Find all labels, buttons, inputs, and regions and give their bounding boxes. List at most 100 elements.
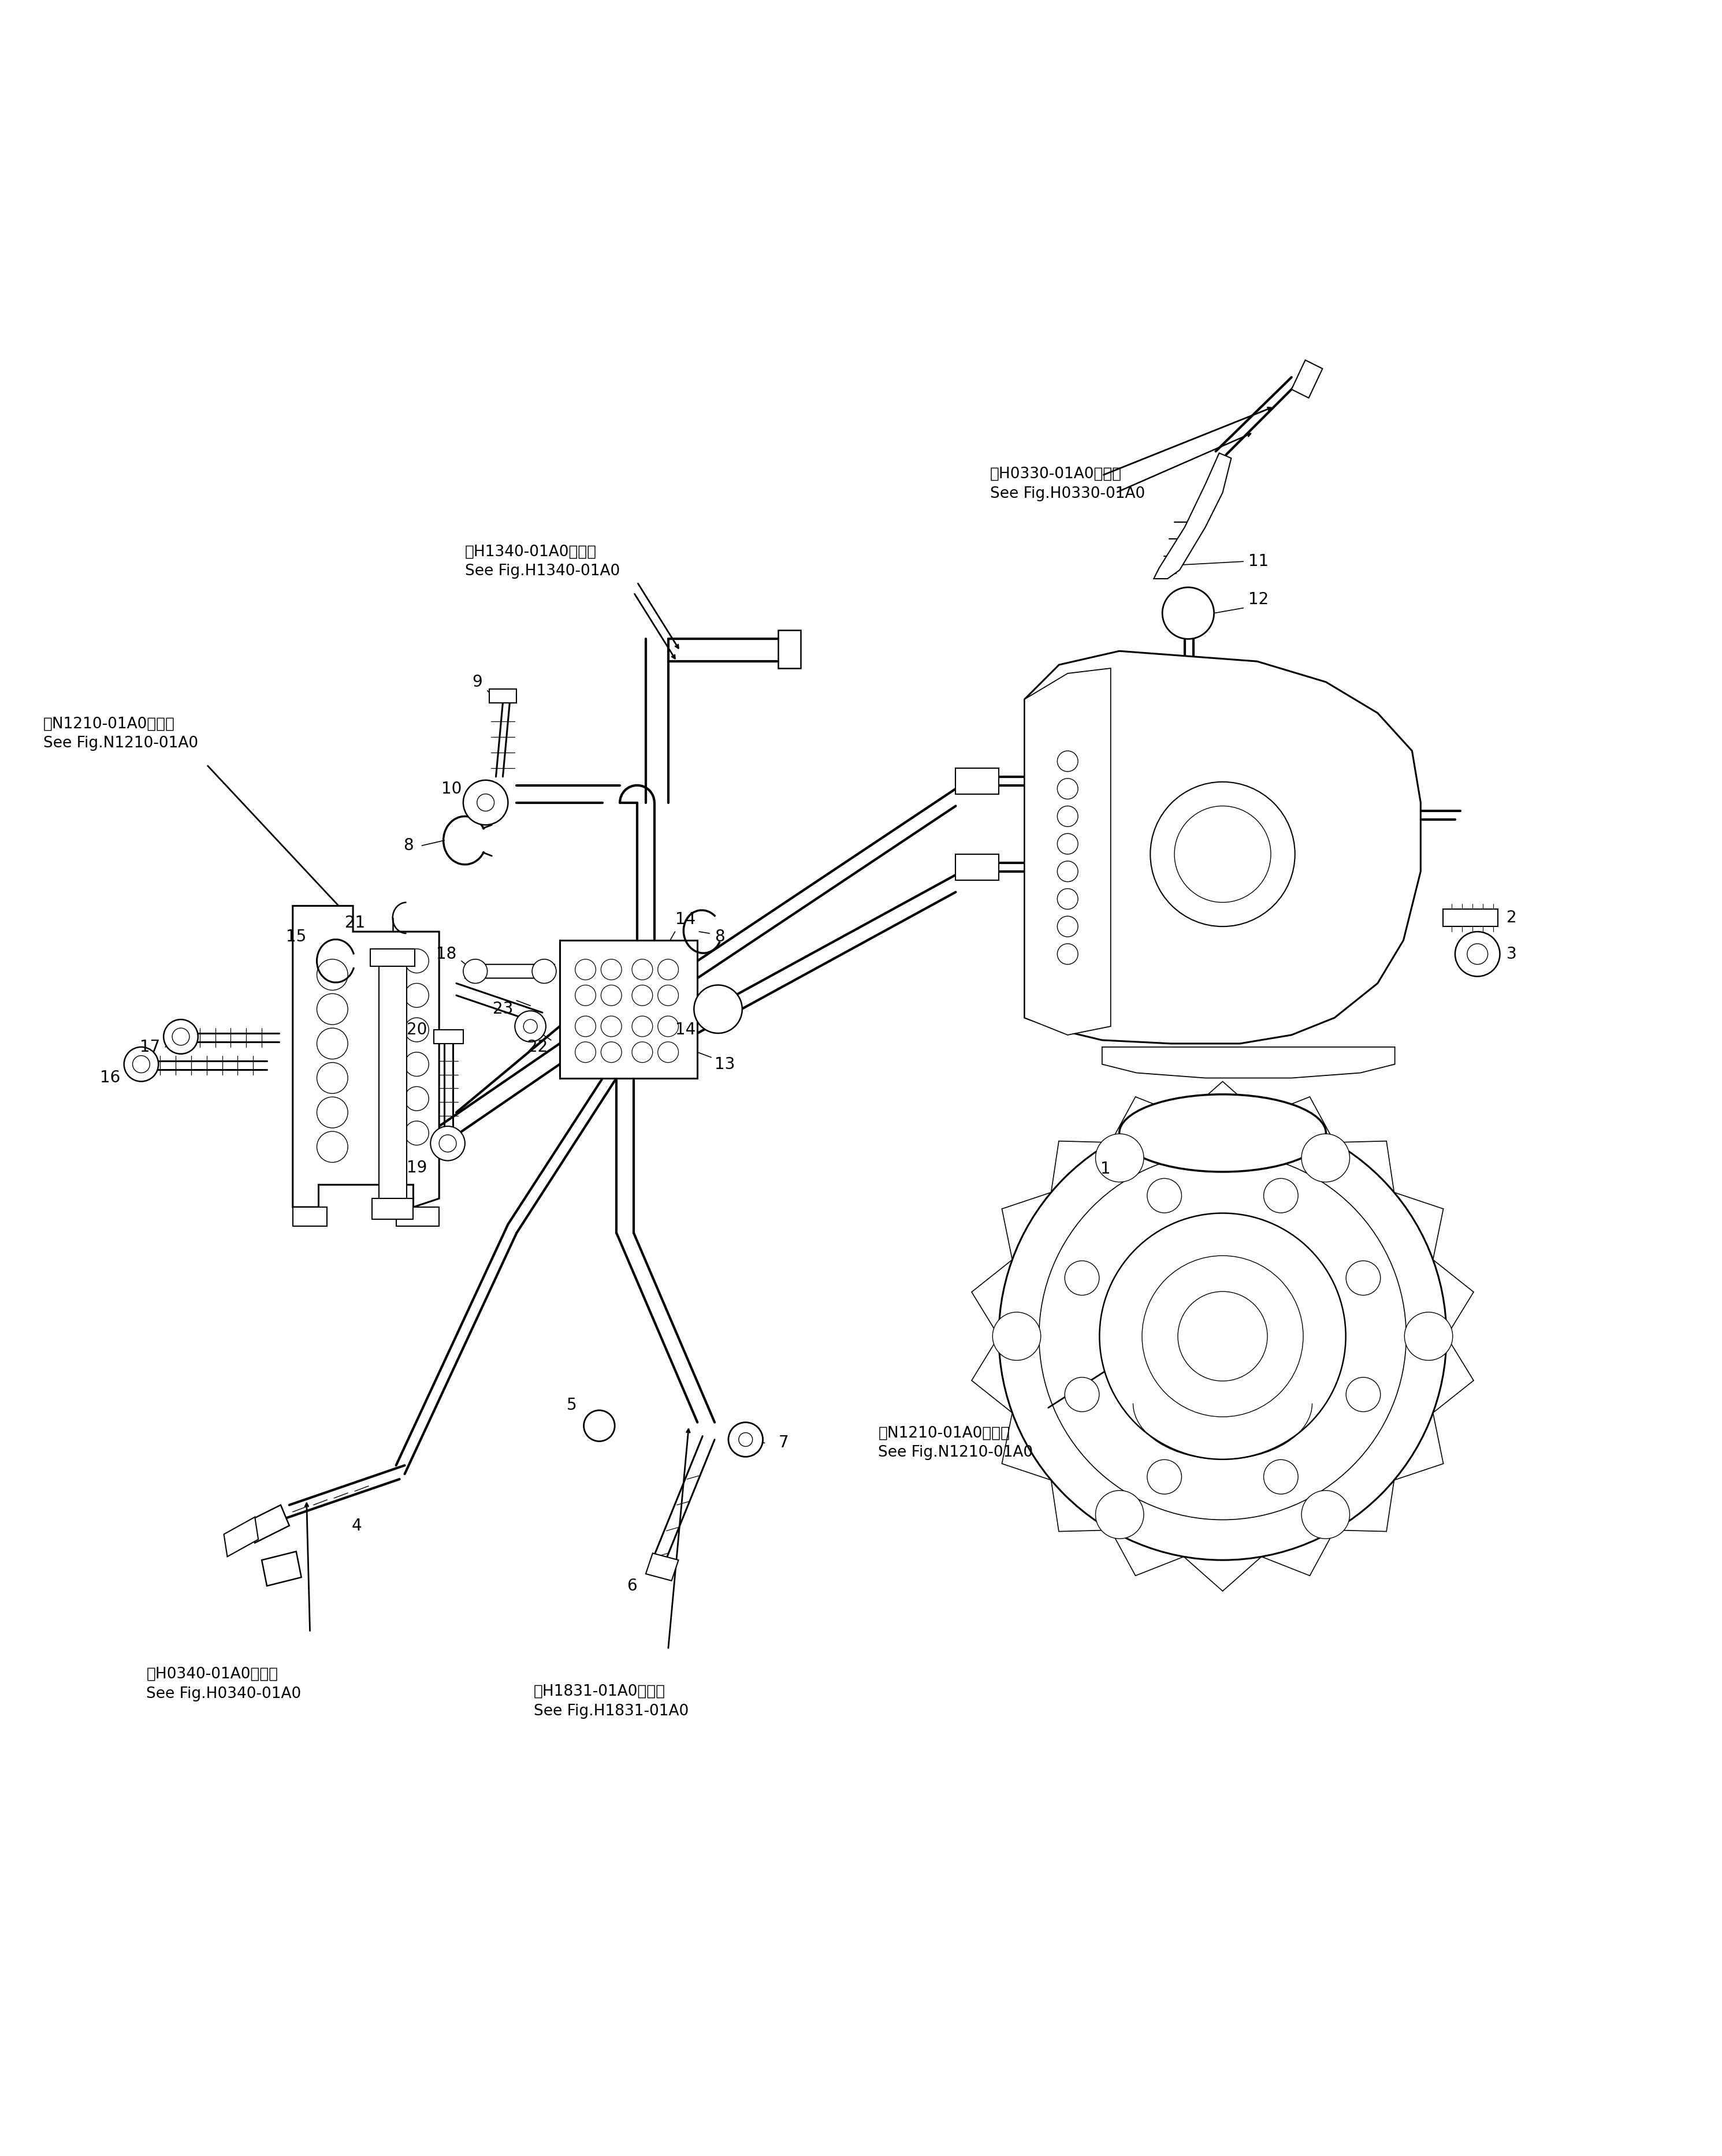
Circle shape — [405, 949, 429, 972]
Polygon shape — [1025, 668, 1111, 1035]
Circle shape — [575, 959, 596, 979]
Circle shape — [1405, 1313, 1453, 1360]
Circle shape — [601, 1041, 622, 1063]
Text: 18: 18 — [436, 946, 456, 962]
Text: 2: 2 — [1507, 910, 1517, 925]
Circle shape — [658, 1041, 678, 1063]
Text: 19: 19 — [406, 1160, 427, 1175]
Circle shape — [1057, 916, 1078, 938]
Polygon shape — [379, 966, 406, 1199]
Text: 9: 9 — [472, 675, 482, 690]
Circle shape — [601, 985, 622, 1005]
Text: 11: 11 — [1248, 554, 1269, 569]
Circle shape — [1347, 1378, 1381, 1412]
Circle shape — [601, 1015, 622, 1037]
Polygon shape — [372, 1199, 413, 1218]
Circle shape — [1057, 860, 1078, 882]
Circle shape — [632, 985, 653, 1005]
Circle shape — [1095, 1490, 1143, 1539]
Polygon shape — [1102, 1048, 1395, 1078]
Circle shape — [658, 985, 678, 1005]
Polygon shape — [293, 906, 439, 1207]
Circle shape — [1162, 586, 1214, 638]
Polygon shape — [1025, 651, 1421, 1044]
Circle shape — [172, 1028, 189, 1046]
Circle shape — [632, 1041, 653, 1063]
Circle shape — [1142, 1255, 1304, 1416]
Circle shape — [1147, 1460, 1181, 1494]
Ellipse shape — [1119, 1095, 1326, 1173]
Circle shape — [405, 1052, 429, 1076]
Text: 8: 8 — [715, 929, 725, 944]
Text: 14: 14 — [675, 912, 696, 927]
Circle shape — [463, 959, 487, 983]
Circle shape — [523, 1020, 537, 1033]
Circle shape — [124, 1048, 158, 1082]
Circle shape — [1264, 1460, 1298, 1494]
Circle shape — [1064, 1261, 1099, 1296]
Circle shape — [405, 983, 429, 1007]
Polygon shape — [262, 1552, 301, 1587]
Circle shape — [728, 1423, 763, 1457]
Circle shape — [405, 1121, 429, 1145]
Text: 6: 6 — [627, 1578, 637, 1593]
Circle shape — [1467, 944, 1488, 964]
Circle shape — [999, 1112, 1446, 1561]
Text: 5: 5 — [567, 1397, 577, 1412]
Circle shape — [1064, 1378, 1099, 1412]
Text: 第H1340-01A0图参照
See Fig.H1340-01A0: 第H1340-01A0图参照 See Fig.H1340-01A0 — [465, 543, 620, 578]
Text: 1: 1 — [1100, 1162, 1111, 1177]
Text: 7: 7 — [778, 1436, 789, 1451]
Circle shape — [515, 1011, 546, 1041]
Polygon shape — [1443, 910, 1498, 927]
Circle shape — [317, 994, 348, 1024]
Circle shape — [1147, 1179, 1181, 1214]
Circle shape — [632, 1015, 653, 1037]
Text: 13: 13 — [715, 1056, 735, 1072]
Circle shape — [575, 985, 596, 1005]
Circle shape — [992, 1313, 1040, 1360]
Circle shape — [405, 1018, 429, 1041]
Circle shape — [439, 1134, 456, 1151]
Circle shape — [1455, 931, 1500, 977]
Circle shape — [317, 1063, 348, 1093]
Circle shape — [1347, 1261, 1381, 1296]
Polygon shape — [434, 1031, 463, 1044]
Circle shape — [575, 1041, 596, 1063]
Text: 16: 16 — [100, 1069, 121, 1087]
Circle shape — [1057, 834, 1078, 854]
Polygon shape — [778, 630, 801, 668]
Polygon shape — [465, 964, 554, 979]
Text: 第H0330-01A0图参照
See Fig.H0330-01A0: 第H0330-01A0图参照 See Fig.H0330-01A0 — [990, 466, 1145, 502]
Text: 22: 22 — [527, 1039, 548, 1054]
Circle shape — [1095, 1134, 1143, 1181]
Polygon shape — [1292, 360, 1322, 399]
Text: 17: 17 — [139, 1039, 160, 1054]
Circle shape — [632, 959, 653, 979]
Polygon shape — [956, 854, 999, 880]
Text: 12: 12 — [1248, 591, 1269, 608]
Polygon shape — [560, 940, 697, 1078]
Text: 8: 8 — [403, 837, 413, 854]
Circle shape — [1150, 783, 1295, 927]
Text: 第H0340-01A0图参照
See Fig.H0340-01A0: 第H0340-01A0图参照 See Fig.H0340-01A0 — [146, 1667, 301, 1701]
Polygon shape — [396, 1207, 439, 1227]
Text: 23: 23 — [492, 1000, 513, 1018]
Text: 15: 15 — [286, 929, 307, 944]
Text: 4: 4 — [351, 1518, 362, 1533]
Polygon shape — [646, 1552, 678, 1580]
Circle shape — [1057, 778, 1078, 800]
Polygon shape — [956, 768, 999, 793]
Circle shape — [317, 1132, 348, 1162]
Circle shape — [1178, 1291, 1267, 1382]
Circle shape — [1174, 806, 1271, 903]
Text: 14: 14 — [675, 1022, 696, 1037]
Circle shape — [1099, 1214, 1347, 1460]
Circle shape — [1057, 944, 1078, 964]
Circle shape — [1057, 888, 1078, 910]
Circle shape — [317, 1028, 348, 1059]
Circle shape — [1057, 750, 1078, 772]
Circle shape — [463, 780, 508, 826]
Polygon shape — [224, 1518, 258, 1557]
Polygon shape — [370, 949, 415, 966]
